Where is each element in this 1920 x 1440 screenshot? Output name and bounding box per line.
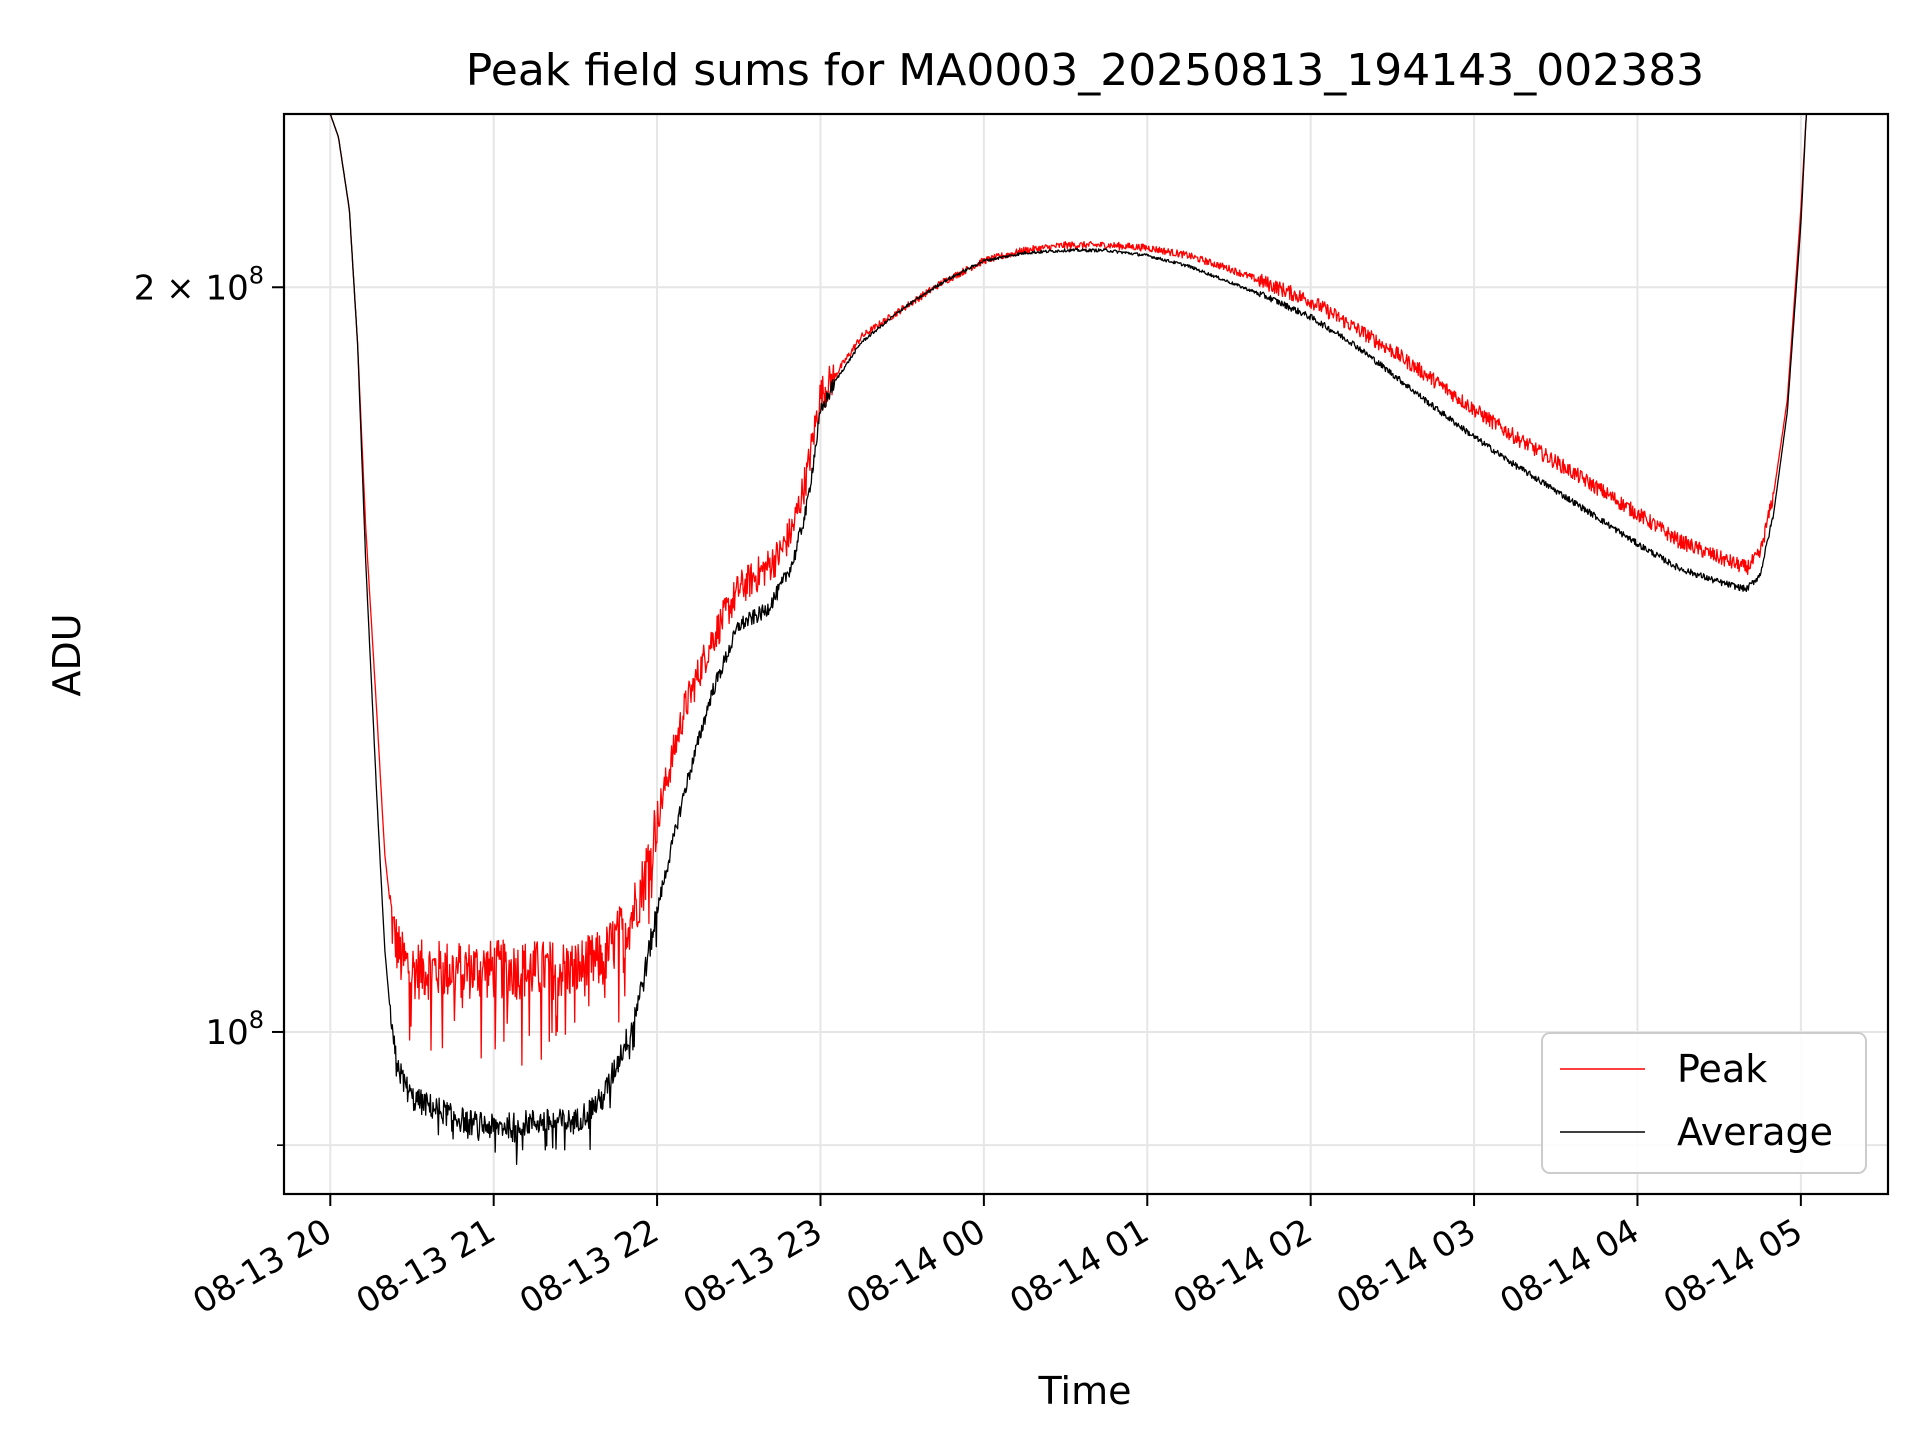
legend-box — [1541, 1032, 1867, 1174]
legend-label-average: Average — [1677, 1110, 1833, 1154]
grid — [284, 114, 1888, 1194]
plot-frame — [282, 112, 1890, 1196]
y-axis-label: ADU — [45, 613, 89, 696]
series-layer — [284, 113, 1888, 1166]
x-axis-label: Time — [1038, 1369, 1132, 1413]
legend-label-peak: Peak — [1677, 1047, 1767, 1091]
series-line-peak — [284, 113, 1888, 1066]
y-tick-label: 108 — [205, 1006, 264, 1053]
series-line-average — [284, 113, 1888, 1166]
y-tick-label: 2 × 108 — [134, 261, 264, 308]
chart-title: Peak field sums for MA0003_20250813_1941… — [466, 45, 1704, 96]
legend: Peak Average — [1541, 1032, 1867, 1174]
